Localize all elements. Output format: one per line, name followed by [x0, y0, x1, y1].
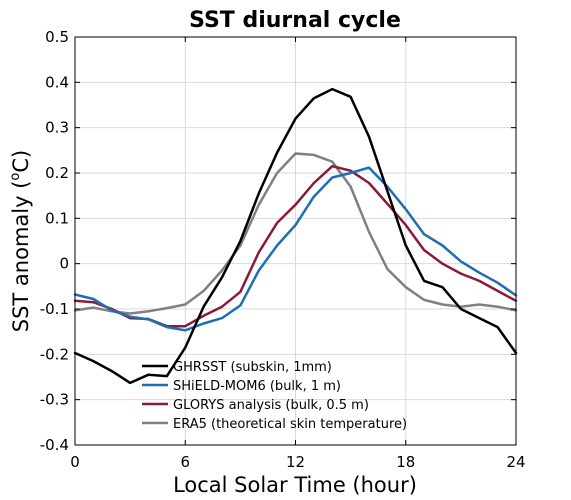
- series-line-era5: [73, 152, 518, 315]
- legend: GHRSST (subskin, 1mm) SHiELD-MOM6 (bulk, …: [142, 360, 407, 432]
- x-tick-label: 18: [396, 453, 415, 471]
- legend-label-shield-mom6: SHiELD-MOM6 (bulk, 1 m): [173, 379, 341, 394]
- legend-label-ghrsst: GHRSST (subskin, 1mm): [173, 360, 332, 375]
- x-axis-label: Local Solar Time (hour): [173, 473, 417, 497]
- y-tick-label: 0.3: [45, 119, 69, 137]
- chart-title: SST diurnal cycle: [189, 8, 401, 33]
- axis-ticks: 0 6 12 18 24 -0.4 -0.3 -0.2 -0.1 0 0.1 0.2 0.3 0.4 0.5: [40, 28, 526, 471]
- y-tick-label: 0.4: [45, 73, 69, 91]
- y-tick-label: -0.3: [40, 391, 69, 409]
- x-tick-label: 6: [180, 453, 190, 471]
- y-tick-label: -0.4: [40, 436, 69, 454]
- y-tick-label: -0.2: [40, 345, 69, 363]
- x-tick-label: 12: [286, 453, 305, 471]
- legend-label-era5: ERA5 (theoretical skin temperature): [173, 417, 407, 432]
- y-tick-label: 0.5: [45, 28, 69, 46]
- series-line-shield-mom6: [73, 166, 518, 332]
- y-tick-label: 0.1: [45, 209, 69, 227]
- legend-label-glorys: GLORYS analysis (bulk, 0.5 m): [173, 398, 369, 413]
- y-tick-label: 0: [59, 255, 69, 273]
- y-tick-label: -0.1: [40, 300, 69, 318]
- x-tick-label: 0: [70, 453, 80, 471]
- y-axis-label-main: SST anomaly (: [9, 181, 33, 333]
- series-lines: [73, 87, 518, 385]
- y-axis-label-tail: C): [9, 150, 33, 173]
- series-line-ghrsst: [73, 87, 518, 385]
- y-axis-label-sup: o: [8, 173, 23, 181]
- x-tick-label: 24: [506, 453, 525, 471]
- y-tick-label: 0.2: [45, 164, 69, 182]
- y-axis-label: SST anomaly (oC): [8, 150, 33, 332]
